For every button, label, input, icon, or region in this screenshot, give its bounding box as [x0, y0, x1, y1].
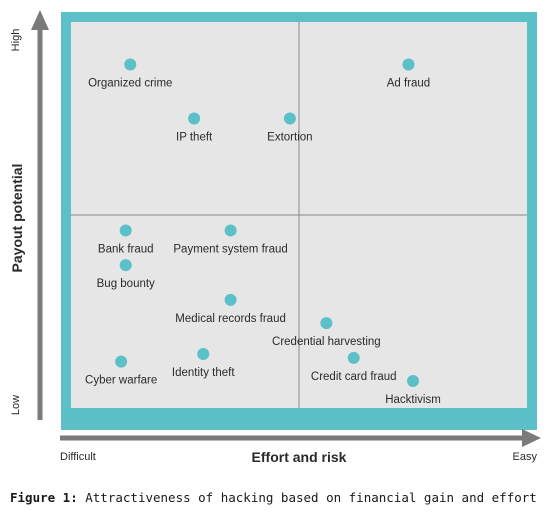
- data-point-label: Ad fraud: [387, 77, 430, 89]
- data-point-marker: [283, 112, 296, 125]
- data-point-marker: [124, 58, 137, 71]
- y-tick-high: High: [10, 29, 22, 52]
- data-point-label: Bug bounty: [97, 278, 155, 290]
- data-point-label: Medical records fraud: [175, 313, 286, 325]
- caption-prefix: Figure 1:: [10, 490, 78, 505]
- data-point-label: Payment system fraud: [173, 243, 287, 255]
- data-point-label: Credit card fraud: [311, 371, 397, 383]
- chart: High Low Payout potential Difficult Easy…: [9, 10, 541, 465]
- data-point-marker: [224, 224, 237, 237]
- data-point-label: Hacktivism: [385, 394, 441, 406]
- x-tick-low: Difficult: [60, 451, 96, 463]
- data-point-marker: [115, 355, 128, 368]
- data-point-marker: [119, 224, 132, 237]
- data-point-label: IP theft: [176, 132, 213, 144]
- data-point-marker: [347, 351, 360, 364]
- data-point-marker: [188, 112, 201, 125]
- y-tick-low: Low: [10, 395, 22, 415]
- data-point-marker: [224, 293, 237, 306]
- data-point-marker: [320, 317, 333, 330]
- data-point-label: Credential harvesting: [272, 336, 381, 348]
- x-tick-high: Easy: [513, 451, 538, 463]
- data-point-label: Extortion: [267, 132, 312, 144]
- data-point-marker: [119, 259, 132, 272]
- data-point-marker: [197, 347, 210, 360]
- data-point-label: Organized crime: [88, 77, 172, 89]
- data-point-marker: [407, 374, 419, 387]
- data-point-marker: [402, 58, 415, 71]
- y-axis-arrowhead: [31, 10, 49, 30]
- data-point-label: Bank fraud: [98, 243, 154, 255]
- data-points: Organized crime Ad fraud IP theft Extortion…: [85, 58, 441, 406]
- y-axis-label: Payout potential: [9, 164, 25, 273]
- figure-caption: Figure 1: Attractiveness of hacking base…: [10, 490, 537, 505]
- data-point-label: Identity theft: [172, 367, 235, 379]
- data-point-label: Cyber warfare: [85, 375, 157, 387]
- caption-text: Attractiveness of hacking based on finan…: [77, 490, 537, 505]
- x-axis-label: Effort and risk: [252, 449, 347, 465]
- x-axis-arrowhead: [522, 429, 541, 447]
